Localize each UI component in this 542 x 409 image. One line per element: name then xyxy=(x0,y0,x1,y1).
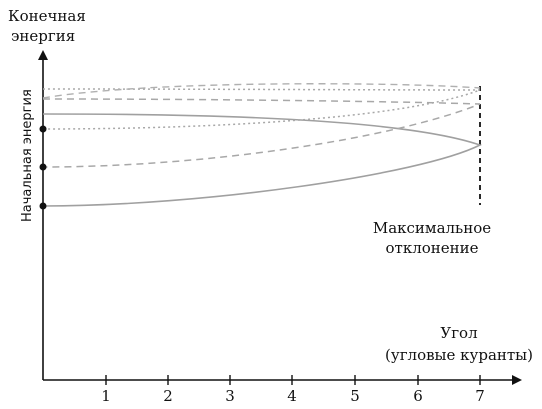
x-tick-label-6: 6 xyxy=(413,387,423,405)
max-deflection-label-line2: отклонение xyxy=(385,239,478,257)
x-tick-marks xyxy=(105,375,481,385)
x-tick-label-4: 4 xyxy=(287,387,297,405)
y-axis-title-line2: энергия xyxy=(11,27,75,45)
curve-dashed-top xyxy=(42,83,481,99)
x-axis-title-line2: (угловые куранты) xyxy=(385,346,533,364)
start-point-top xyxy=(39,125,47,133)
y-axis-title-line1: Конечная xyxy=(8,7,86,25)
x-tick-label-3: 3 xyxy=(225,387,235,405)
start-point-middle xyxy=(39,163,47,171)
max-deflection-label-line1: Максимальное xyxy=(373,219,491,237)
curve-dotted xyxy=(42,88,481,130)
curve-solid xyxy=(42,113,483,207)
x-tick-label-7: 7 xyxy=(475,387,485,405)
start-point-bottom xyxy=(39,202,47,210)
x-tick-label-1: 1 xyxy=(101,387,111,405)
x-tick-label-5: 5 xyxy=(350,387,360,405)
x-axis-title-line1: Угол xyxy=(440,324,477,342)
curve-dashed xyxy=(42,98,481,168)
initial-energy-label: Начальная энергия xyxy=(20,89,35,222)
x-tick-label-2: 2 xyxy=(163,387,173,405)
